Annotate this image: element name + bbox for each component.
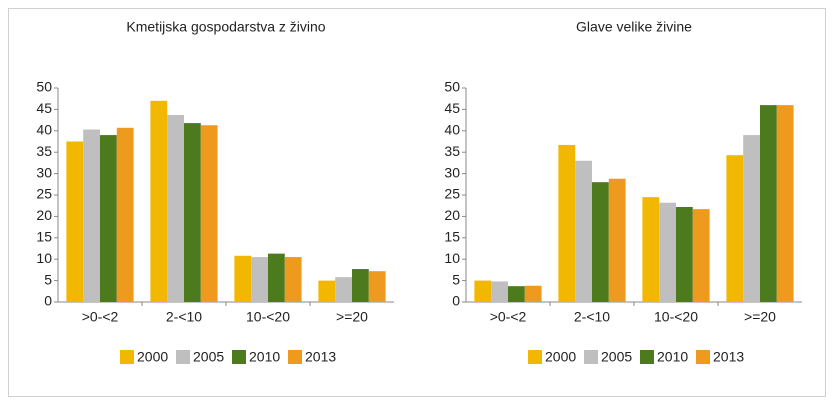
y-tick-label: 0: [452, 293, 460, 309]
legend-label: 2013: [713, 349, 744, 365]
legend-swatch: [176, 350, 190, 364]
y-tick-label: 45: [36, 100, 52, 116]
y-tick-label: 35: [36, 143, 52, 159]
legend-swatch: [120, 350, 134, 364]
bar: [474, 280, 492, 302]
bar: [558, 144, 576, 302]
y-tick-label: 5: [44, 271, 52, 287]
frame: [8, 8, 826, 397]
x-tick-label: >0-<2: [490, 309, 527, 325]
y-tick-label: 30: [444, 164, 460, 180]
bar: [352, 269, 369, 302]
y-tick-label: 40: [36, 122, 52, 138]
y-tick-label: 40: [444, 122, 460, 138]
x-tick-label: >0-<2: [82, 309, 119, 325]
bar: [268, 253, 285, 302]
bar: [659, 202, 676, 302]
x-tick-label: 2-<10: [166, 309, 202, 325]
x-tick-label: >=20: [744, 309, 776, 325]
y-tick-label: 5: [452, 271, 460, 287]
y-tick-label: 25: [36, 186, 52, 202]
bar: [642, 197, 660, 302]
bar: [726, 155, 744, 302]
y-tick-label: 15: [444, 229, 460, 245]
bar: [167, 114, 184, 303]
y-tick-label: 20: [444, 207, 460, 223]
bar: [368, 271, 386, 302]
bar: [100, 135, 117, 302]
y-tick-label: 30: [36, 164, 52, 180]
bar: [508, 286, 525, 302]
legend-label: 2010: [657, 349, 688, 365]
bar: [575, 160, 592, 302]
legend-label: 2000: [137, 349, 168, 365]
legend-label: 2010: [249, 349, 280, 365]
bar: [150, 100, 168, 302]
x-tick-label: >=20: [336, 309, 368, 325]
bar: [608, 178, 626, 302]
x-tick-label: 10-<20: [246, 309, 290, 325]
bar: [491, 281, 508, 302]
y-tick-label: 0: [44, 293, 52, 309]
bar: [743, 135, 760, 302]
bar: [83, 129, 100, 302]
y-tick-label: 50: [444, 79, 460, 95]
x-tick-label: 10-<20: [654, 309, 698, 325]
legend-swatch: [288, 350, 302, 364]
legend-label: 2000: [545, 349, 576, 365]
y-tick-label: 35: [444, 143, 460, 159]
legend-swatch: [528, 350, 542, 364]
legend-swatch: [584, 350, 598, 364]
bar: [251, 257, 268, 302]
y-tick-label: 25: [444, 186, 460, 202]
bar: [692, 209, 710, 302]
bar: [116, 127, 134, 302]
bar: [284, 257, 302, 302]
bar: [318, 280, 336, 302]
legend-label: 2005: [601, 349, 632, 365]
y-tick-label: 15: [36, 229, 52, 245]
bar: [524, 285, 542, 302]
bar: [760, 105, 777, 303]
bar: [676, 206, 693, 302]
legend-label: 2005: [193, 349, 224, 365]
y-tick-label: 10: [444, 250, 460, 266]
bar: [234, 255, 252, 302]
legend-swatch: [696, 350, 710, 364]
legend-label: 2013: [305, 349, 336, 365]
chart-title: Kmetijska gospodarstva z živino: [126, 19, 325, 35]
y-tick-label: 45: [444, 100, 460, 116]
bar: [776, 105, 794, 303]
bar: [592, 182, 609, 302]
bar: [200, 125, 218, 303]
legend-swatch: [640, 350, 654, 364]
y-tick-label: 50: [36, 79, 52, 95]
legend-swatch: [232, 350, 246, 364]
bar: [335, 277, 352, 302]
bar: [66, 141, 84, 302]
y-tick-label: 20: [36, 207, 52, 223]
bar: [184, 123, 201, 302]
y-tick-label: 10: [36, 250, 52, 266]
chart-title: Glave velike živine: [576, 19, 692, 35]
x-tick-label: 2-<10: [574, 309, 610, 325]
